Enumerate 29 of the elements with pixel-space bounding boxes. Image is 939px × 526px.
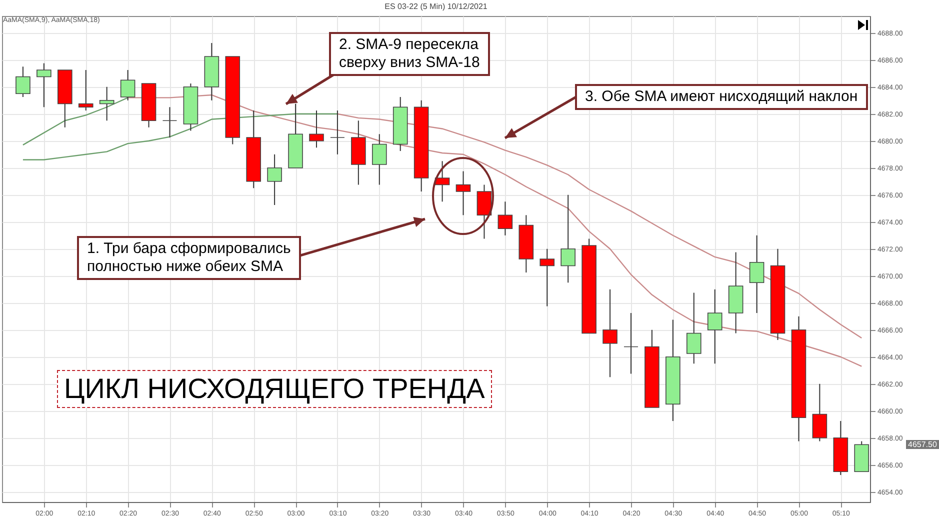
candlestick bbox=[707, 288, 722, 364]
candlestick bbox=[99, 86, 114, 122]
candlestick bbox=[456, 170, 471, 216]
candlestick bbox=[624, 312, 638, 374]
annotation: 2. SMA-9 пересекла сверху вниз SMA-18 bbox=[329, 32, 490, 76]
candlestick bbox=[309, 110, 324, 148]
candlestick bbox=[560, 194, 576, 284]
candlestick bbox=[36, 62, 52, 108]
candlestick bbox=[78, 70, 94, 111]
candlestick bbox=[498, 201, 513, 236]
candlestick bbox=[162, 106, 178, 138]
candlestick bbox=[686, 292, 702, 364]
text: 4657.50 bbox=[906, 440, 939, 449]
candlestick bbox=[812, 383, 828, 442]
line-series bbox=[22, 113, 338, 160]
candlestick bbox=[749, 234, 764, 314]
candlestick bbox=[476, 184, 492, 240]
annotation: 3. Обе SMA имеют нисходящий наклон bbox=[575, 84, 868, 110]
candlestick bbox=[267, 154, 282, 206]
candlestick bbox=[602, 288, 618, 378]
annotation: 1. Три бара сформировались полностью ниже обеих SMA bbox=[77, 236, 301, 280]
line-series bbox=[336, 113, 862, 339]
chart-title: ES 03-22 (5 Min) 10/12/2021 bbox=[384, 2, 488, 11]
candlestick bbox=[540, 248, 555, 307]
candlestick bbox=[16, 66, 30, 98]
candlestick bbox=[120, 70, 136, 101]
candlestick bbox=[330, 110, 345, 155]
annotation: ЦИКЛ НИСХОДЯЩЕГО ТРЕНДА bbox=[57, 370, 492, 408]
candlestick bbox=[372, 134, 387, 186]
